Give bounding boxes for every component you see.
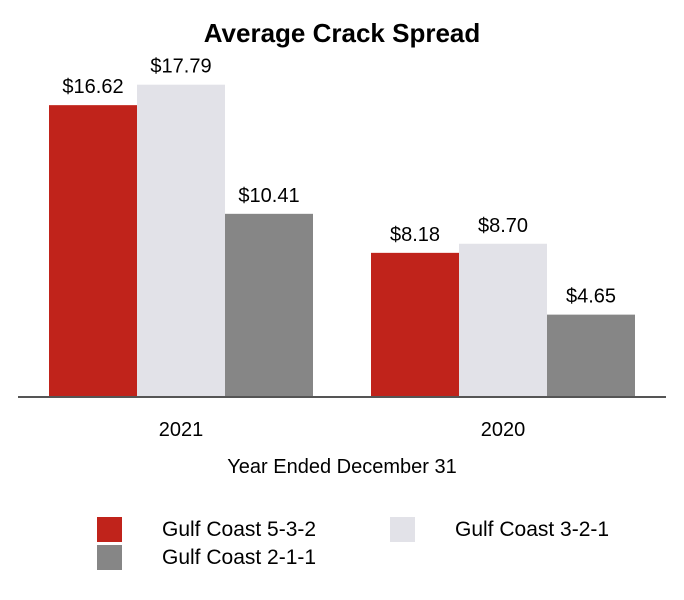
value-label: $16.62 (62, 76, 123, 98)
legend-label: Gulf Coast 5-3-2 (162, 518, 316, 541)
legend: Gulf Coast 5-3-2 Gulf Coast 3-2-1 Gulf Coa… (97, 517, 609, 570)
bars-group (49, 84, 635, 397)
legend-swatch (97, 517, 122, 542)
x-tick-label: 2020 (481, 419, 526, 441)
bar-2021-gulf-coast-3-2-1 (137, 84, 225, 397)
bar-2020-gulf-coast-5-3-2 (371, 252, 459, 396)
bar-2020-gulf-coast-3-2-1 (459, 243, 547, 396)
x-tick-labels: 2021 2020 (159, 419, 526, 441)
value-label: $17.79 (150, 56, 211, 78)
legend-label: Gulf Coast 3-2-1 (455, 518, 609, 541)
bar-2020-gulf-coast-2-1-1 (547, 314, 635, 396)
legend-swatch (97, 545, 122, 570)
x-tick-label: 2021 (159, 419, 204, 441)
value-labels-group: $16.62 $17.79 $10.41 $8.18 $8.70 $4.65 (62, 56, 616, 308)
bar-2021-gulf-coast-2-1-1 (225, 213, 313, 396)
value-label: $8.18 (390, 224, 440, 246)
legend-label: Gulf Coast 2-1-1 (162, 546, 316, 569)
value-label: $8.70 (478, 215, 528, 237)
value-label: $4.65 (566, 286, 616, 308)
chart-title: Average Crack Spread (204, 18, 481, 48)
x-axis-title: Year Ended December 31 (227, 456, 456, 478)
legend-swatch (390, 517, 415, 542)
value-label: $10.41 (238, 185, 299, 207)
bar-2021-gulf-coast-5-3-2 (49, 105, 137, 397)
